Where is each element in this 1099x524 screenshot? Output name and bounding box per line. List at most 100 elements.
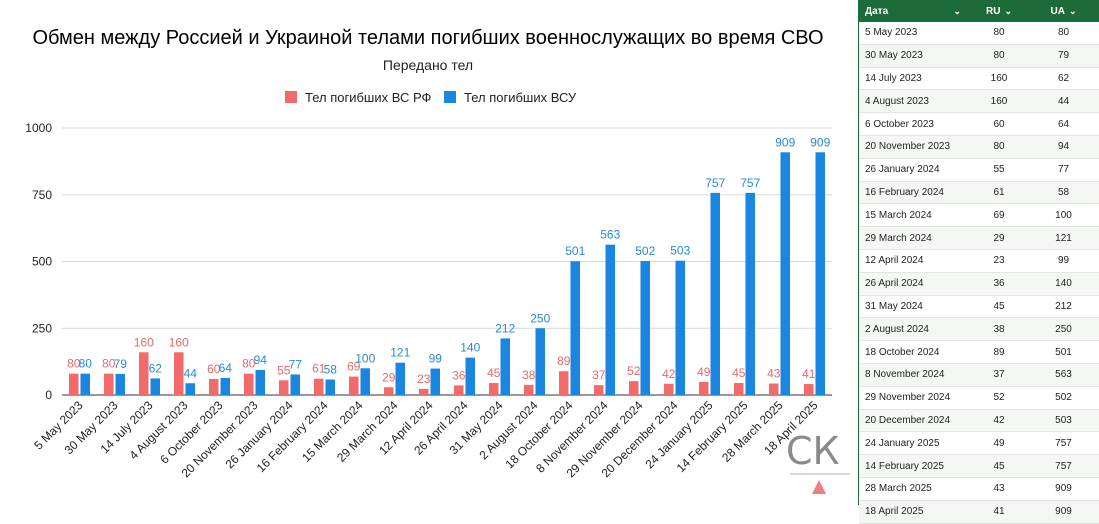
legend-swatch-ua bbox=[444, 91, 456, 103]
cell-ru: 61 bbox=[993, 186, 1005, 198]
header-date-label: Дата bbox=[865, 5, 889, 17]
cell-ua: 99 bbox=[1057, 255, 1070, 267]
data-label-ru: 45 bbox=[487, 366, 501, 380]
cell-date: 30 May 2023 bbox=[865, 50, 923, 62]
bar-ua bbox=[80, 373, 90, 395]
cell-ua: 100 bbox=[1055, 209, 1072, 221]
cell-ru: 160 bbox=[990, 95, 1008, 107]
cell-date: 8 November 2024 bbox=[865, 369, 945, 381]
cell-ru: 43 bbox=[993, 483, 1005, 495]
cell-date: 14 July 2023 bbox=[865, 72, 922, 84]
data-label-ru: 29 bbox=[382, 370, 396, 384]
table-row: 18 October 2024 89 501 bbox=[859, 341, 1099, 364]
cell-ru: 38 bbox=[993, 323, 1005, 335]
cell-ru: 55 bbox=[993, 164, 1005, 176]
bar-ua bbox=[430, 368, 440, 395]
data-label-ru: 41 bbox=[802, 367, 816, 381]
data-label-ru: 43 bbox=[767, 367, 781, 381]
data-label-ua: 909 bbox=[810, 135, 830, 149]
cell-ua: 64 bbox=[1057, 118, 1070, 130]
table-body: 5 May 2023 80 80 30 May 2023 80 79 14 July 202… bbox=[859, 22, 1099, 524]
bar-ua bbox=[395, 362, 405, 395]
cell-date: 28 March 2025 bbox=[865, 483, 932, 495]
data-label-ru: 89 bbox=[557, 354, 571, 368]
cell-ua: 44 bbox=[1057, 95, 1070, 107]
table-row: 24 January 2025 49 757 bbox=[859, 432, 1099, 456]
cell-ua: 62 bbox=[1057, 72, 1070, 84]
cell-ru: 36 bbox=[993, 278, 1005, 290]
cell-date: 29 March 2024 bbox=[865, 232, 932, 244]
bar-ru bbox=[174, 352, 184, 395]
cell-ua: 250 bbox=[1055, 323, 1072, 335]
legend-label-ru: Тел погибших ВС РФ bbox=[305, 90, 431, 105]
table-row: 6 October 2023 60 64 bbox=[859, 113, 1099, 136]
data-label-ru: 160 bbox=[134, 335, 154, 349]
data-label-ru: 80 bbox=[102, 357, 116, 371]
bar-ua bbox=[325, 379, 335, 395]
data-label-ua: 757 bbox=[740, 176, 760, 190]
bar-ru bbox=[664, 383, 674, 395]
cell-ru: 29 bbox=[993, 232, 1005, 244]
cell-date: 18 April 2025 bbox=[865, 506, 924, 518]
bar-ru bbox=[594, 385, 604, 395]
cell-ru: 42 bbox=[993, 414, 1005, 426]
chevron-down-icon[interactable]: ⌄ bbox=[1068, 5, 1077, 16]
table-row: 30 May 2023 80 79 bbox=[859, 44, 1099, 68]
data-label-ru: 60 bbox=[207, 362, 221, 376]
table-row: 26 April 2024 36 140 bbox=[859, 272, 1099, 296]
cell-ua: 757 bbox=[1055, 437, 1072, 449]
data-label-ua: 79 bbox=[114, 357, 128, 371]
cell-ru: 80 bbox=[993, 141, 1005, 153]
legend-swatch-ru bbox=[285, 91, 297, 103]
data-label-ua: 64 bbox=[219, 361, 233, 375]
bar-ua bbox=[150, 378, 160, 395]
header-ru[interactable]: RU ⌄ bbox=[969, 6, 1029, 17]
header-date[interactable]: Дата ⌄ bbox=[859, 6, 969, 17]
data-label-ua: 100 bbox=[355, 351, 375, 365]
data-label-ru: 49 bbox=[697, 365, 711, 379]
cell-date: 26 January 2024 bbox=[865, 164, 940, 176]
cell-date: 5 May 2023 bbox=[865, 27, 918, 39]
chart-subtitle: Передано тел bbox=[383, 57, 473, 73]
cell-date: 31 May 2024 bbox=[865, 300, 923, 312]
data-label-ru: 69 bbox=[347, 360, 361, 374]
logo-triangle-icon bbox=[812, 480, 826, 494]
bar-ua bbox=[500, 338, 510, 395]
data-label-ru: 80 bbox=[242, 357, 256, 371]
table-header: Дата ⌄ RU ⌄ UA ⌄ bbox=[859, 0, 1099, 22]
data-label-ru: 80 bbox=[67, 357, 81, 371]
chart-area: Обмен между Россией и Украиной телами по… bbox=[25, 27, 850, 494]
data-label-ru: 36 bbox=[452, 368, 466, 382]
table-row: 20 November 2023 80 94 bbox=[859, 135, 1099, 159]
table-row: 5 May 2023 80 80 bbox=[859, 22, 1099, 45]
bar-ru bbox=[489, 382, 499, 395]
table-row: 18 April 2025 41 909 bbox=[859, 500, 1099, 524]
bar-ru bbox=[629, 381, 639, 395]
table-row: 4 August 2023 160 44 bbox=[859, 90, 1099, 114]
data-label-ua: 502 bbox=[635, 244, 655, 258]
table-row: 12 April 2024 23 99 bbox=[859, 250, 1099, 273]
data-label-ua: 44 bbox=[184, 366, 198, 380]
data-label-ru: 160 bbox=[169, 335, 189, 349]
data-label-ua: 757 bbox=[705, 176, 725, 190]
bar-ru bbox=[734, 382, 744, 395]
cell-ru: 41 bbox=[993, 506, 1005, 518]
cell-ua: 121 bbox=[1055, 232, 1072, 244]
data-label-ua: 563 bbox=[600, 228, 620, 242]
cell-ua: 757 bbox=[1055, 460, 1072, 472]
bar-ua bbox=[290, 374, 300, 395]
bar-ua bbox=[815, 152, 825, 395]
bars bbox=[69, 152, 825, 395]
cell-date: 4 August 2023 bbox=[865, 95, 929, 107]
header-ua[interactable]: UA ⌄ bbox=[1029, 6, 1098, 17]
table-row: 29 March 2024 29 121 bbox=[859, 227, 1099, 250]
cell-date: 24 January 2025 bbox=[865, 437, 940, 449]
y-tick-label: 750 bbox=[32, 188, 52, 202]
cell-ru: 89 bbox=[993, 346, 1005, 358]
chevron-down-icon[interactable]: ⌄ bbox=[953, 5, 961, 16]
chevron-down-icon[interactable]: ⌄ bbox=[1004, 5, 1012, 16]
cell-date: 15 March 2024 bbox=[865, 209, 932, 221]
bar-ru bbox=[139, 352, 149, 395]
cell-date: 12 April 2024 bbox=[865, 255, 924, 267]
